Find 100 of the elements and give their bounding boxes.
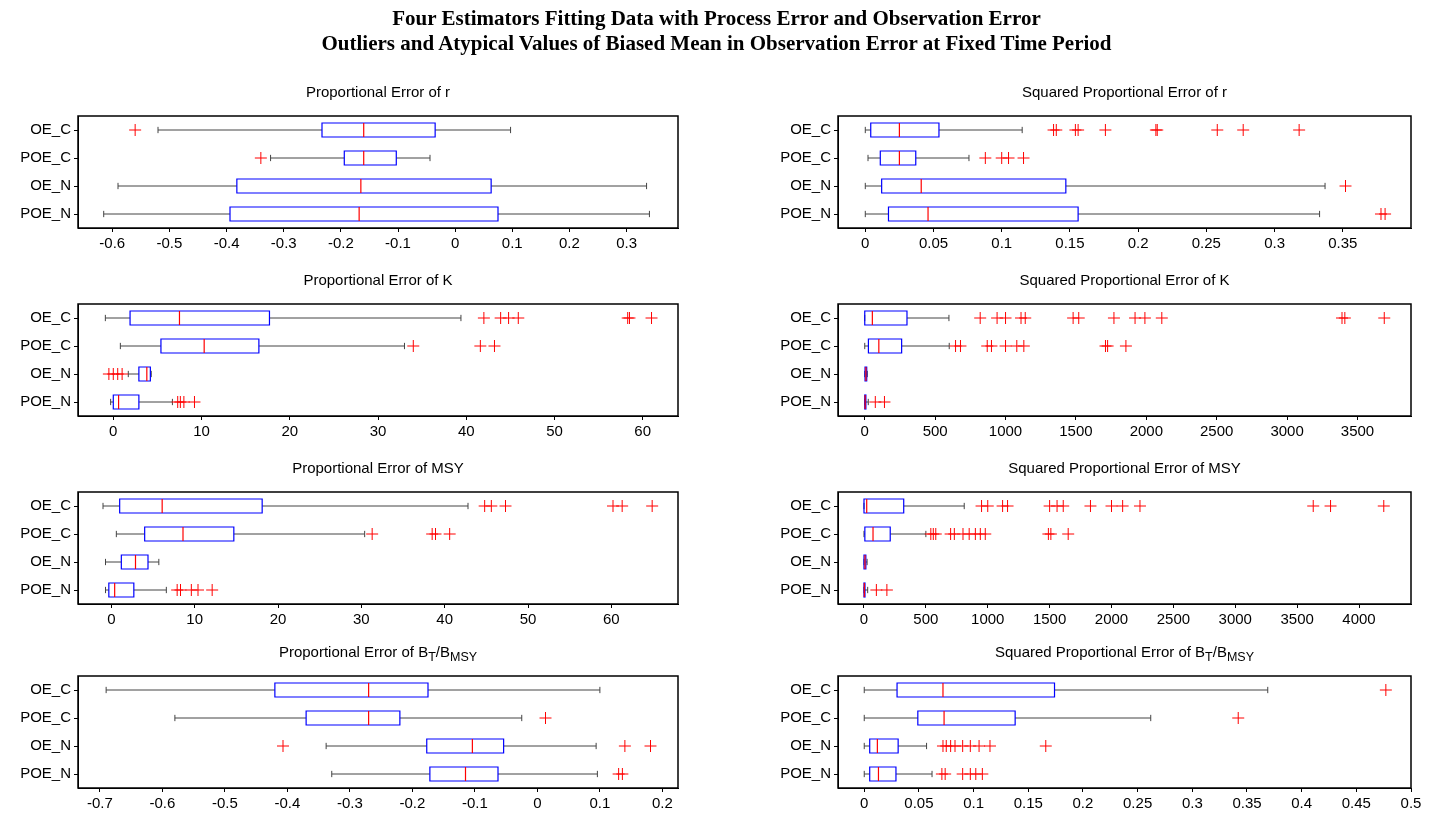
x-tick-label: -0.5: [211, 794, 238, 812]
x-tick-label: 0.25: [1191, 234, 1221, 252]
text: Four Estimators Fitting Data with Process Error and Observation Error: [391, 6, 1042, 31]
chart-title: Proportional Error of K: [302, 270, 454, 290]
x-tick-label: 20: [281, 422, 299, 440]
y-tick-label: OE_C: [790, 496, 832, 514]
x-tick-label: 40: [457, 422, 475, 440]
x-tick-label: 0.4: [1291, 794, 1313, 812]
x-tick-label: 3000: [1218, 610, 1252, 628]
y-tick-label: POE_C: [20, 336, 72, 354]
y-tick-label: OE_N: [30, 736, 71, 754]
x-tick-label: 40: [436, 610, 454, 628]
x-tick-label: 0: [859, 610, 869, 628]
y-tick-label: POE_N: [20, 204, 71, 222]
text: Outliers and Atypical Values of Biased Mean in Observation Error at Fixed Time Period: [320, 31, 1113, 56]
chart-title: Proportional Error of B$_{T}$/B$_{MSY}$: [277, 642, 479, 664]
x-tick-label: 0.2: [1072, 794, 1094, 812]
y-tick-label: OE_N: [790, 552, 831, 570]
x-tick-label: -0.2: [399, 794, 426, 812]
chart-title: Squared Proportional Error of B$_{T}$/B$_{MSY}$: [993, 642, 1255, 664]
x-tick-label: -0.5: [156, 234, 183, 252]
y-tick-label: POE_N: [780, 204, 831, 222]
y-tick-label: POE_N: [20, 580, 71, 598]
x-tick-label: 0: [107, 610, 116, 628]
x-tick-label: 2000: [1094, 610, 1129, 628]
y-tick-label: OE_C: [30, 496, 72, 514]
x-tick-label: 0: [533, 794, 542, 812]
chart-title: Squared Proportional Error of MSY: [1007, 458, 1242, 478]
y-tick-label: POE_C: [20, 708, 72, 726]
x-tick-label: 20: [269, 610, 287, 628]
x-tick-label: 10: [193, 422, 210, 440]
x-tick-label: 0: [860, 794, 869, 812]
y-tick-label: POE_N: [20, 764, 71, 782]
y-tick-label: OE_N: [790, 176, 831, 194]
y-tick-label: OE_N: [30, 176, 71, 194]
y-tick-label: POE_C: [780, 336, 832, 354]
x-tick-label: 0.1: [501, 234, 523, 252]
x-tick-label: 3500: [1280, 610, 1314, 628]
y-tick-label: OE_C: [30, 120, 72, 138]
y-tick-label: OE_C: [30, 680, 72, 698]
x-tick-label: 0.25: [1123, 794, 1153, 812]
x-tick-label: 0.35: [1328, 234, 1358, 252]
x-tick-label: 30: [369, 422, 387, 440]
x-tick-label: 30: [352, 610, 370, 628]
x-tick-label: -0.1: [461, 794, 488, 812]
y-tick-label: POE_C: [780, 148, 832, 166]
x-tick-label: 2500: [1200, 422, 1234, 440]
x-tick-label: 2000: [1129, 422, 1164, 440]
x-tick-label: 1000: [971, 610, 1005, 628]
x-tick-label: 60: [634, 422, 652, 440]
x-tick-label: 60: [602, 610, 620, 628]
chart-title: Proportional Error of r: [304, 82, 452, 102]
y-tick-label: POE_C: [20, 524, 72, 542]
y-tick-label: POE_C: [20, 148, 72, 166]
y-tick-label: POE_C: [780, 708, 832, 726]
x-tick-label: 50: [519, 610, 537, 628]
x-tick-label: 2500: [1156, 610, 1191, 628]
x-tick-label: -0.4: [213, 234, 240, 252]
x-tick-label: -0.3: [270, 234, 297, 252]
y-tick-label: POE_N: [780, 392, 831, 410]
x-tick-label: 0.15: [1055, 234, 1085, 252]
x-tick-label: 0.1: [991, 234, 1013, 252]
x-tick-label: 0.05: [918, 234, 949, 252]
x-tick-label: 0: [860, 422, 869, 440]
x-tick-label: 500: [922, 422, 948, 440]
x-tick-label: 1000: [988, 422, 1023, 440]
y-tick-label: POE_N: [20, 392, 71, 410]
chart-title: Proportional Error of MSY: [291, 458, 465, 478]
chart-title: Squared Proportional Error of r: [1020, 82, 1229, 102]
y-tick-label: OE_N: [790, 364, 831, 382]
y-tick-label: OE_C: [790, 680, 832, 698]
x-tick-label: 10: [186, 610, 204, 628]
x-tick-label: -0.1: [385, 234, 411, 252]
x-tick-label: -0.2: [327, 234, 354, 252]
y-tick-label: OE_C: [790, 120, 832, 138]
x-tick-label: -0.6: [149, 794, 176, 812]
x-tick-label: 3500: [1340, 422, 1375, 440]
x-tick-label: -0.6: [99, 234, 126, 252]
x-tick-label: -0.3: [336, 794, 363, 812]
y-tick-label: OE_C: [790, 308, 832, 326]
x-tick-label: 1500: [1032, 610, 1067, 628]
x-tick-label: 0.2: [1127, 234, 1149, 252]
chart-title: Squared Proportional Error of K: [1018, 270, 1231, 290]
x-tick-label: 500: [913, 610, 939, 628]
x-tick-label: -0.4: [274, 794, 301, 812]
x-tick-label: 4000: [1342, 610, 1376, 628]
x-tick-label: 0.3: [1264, 234, 1285, 252]
y-tick-label: OE_N: [30, 552, 71, 570]
x-tick-label: 0.1: [589, 794, 611, 812]
x-tick-label: 0.45: [1341, 794, 1371, 812]
x-tick-label: 3000: [1270, 422, 1304, 440]
x-tick-label: 0.35: [1232, 794, 1262, 812]
y-tick-label: OE_N: [30, 364, 71, 382]
x-tick-label: -0.7: [86, 794, 113, 812]
x-tick-label: 0.2: [559, 234, 580, 252]
x-tick-label: 0.2: [651, 794, 673, 812]
x-tick-label: 0: [861, 234, 870, 252]
x-tick-label: 0.1: [963, 794, 985, 812]
x-tick-label: 0: [109, 422, 118, 440]
y-tick-label: OE_C: [30, 308, 72, 326]
